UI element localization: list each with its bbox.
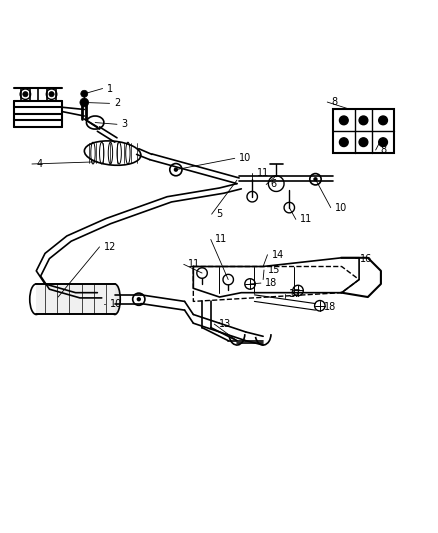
Circle shape — [81, 90, 88, 97]
Text: 14: 14 — [271, 250, 283, 260]
Text: 8: 8 — [379, 145, 385, 155]
Ellipse shape — [109, 284, 120, 314]
Circle shape — [378, 116, 387, 125]
Text: 13: 13 — [218, 319, 230, 329]
Text: 11: 11 — [256, 168, 268, 177]
Circle shape — [358, 138, 367, 147]
Circle shape — [313, 177, 317, 181]
Circle shape — [378, 138, 387, 147]
Circle shape — [80, 98, 88, 107]
Text: 16: 16 — [359, 254, 371, 264]
Text: 12: 12 — [104, 242, 116, 252]
FancyBboxPatch shape — [36, 284, 115, 314]
Text: 11: 11 — [300, 214, 312, 224]
Circle shape — [173, 167, 178, 172]
Text: 18: 18 — [265, 278, 277, 288]
Text: 10: 10 — [110, 298, 121, 309]
Text: 4: 4 — [36, 159, 42, 169]
Circle shape — [23, 92, 28, 97]
Text: 10: 10 — [334, 203, 346, 213]
Text: 1: 1 — [107, 84, 113, 93]
Text: 17: 17 — [289, 289, 301, 299]
Text: 11: 11 — [215, 235, 227, 245]
Circle shape — [358, 116, 367, 125]
Text: 3: 3 — [121, 119, 127, 130]
Text: 6: 6 — [270, 180, 276, 190]
Circle shape — [339, 116, 347, 125]
Circle shape — [136, 297, 141, 301]
Circle shape — [339, 138, 347, 147]
Text: 10: 10 — [239, 154, 251, 163]
Text: 11: 11 — [187, 260, 200, 269]
Text: 15: 15 — [268, 265, 280, 275]
Text: 5: 5 — [215, 209, 222, 219]
Text: 2: 2 — [114, 99, 120, 108]
Text: 18: 18 — [323, 302, 336, 312]
Text: 8: 8 — [331, 97, 337, 107]
Circle shape — [49, 92, 54, 97]
